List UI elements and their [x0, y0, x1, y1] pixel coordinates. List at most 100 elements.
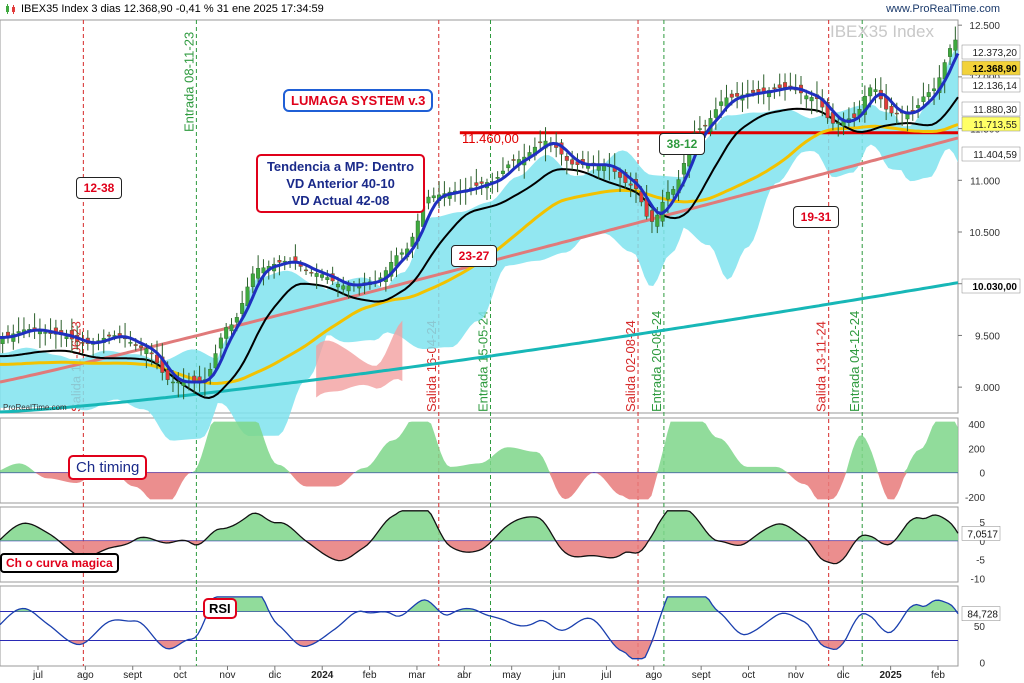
ch-timing-tick: 400: [968, 420, 985, 431]
price-tag-5: 11.404,59: [973, 150, 1017, 161]
ch-timing-label: Ch timing: [68, 455, 148, 480]
resistance-label: 11.460,00: [462, 131, 519, 146]
candle-body: [665, 191, 670, 200]
price-tick-label: 10.500: [969, 228, 1000, 239]
x-axis-label: sept: [123, 670, 142, 681]
candle-body: [873, 89, 878, 92]
price-tag-4: 11.713,55: [973, 120, 1017, 131]
candle-body: [894, 112, 899, 115]
candle-body: [426, 196, 431, 204]
candle-body: [719, 101, 724, 106]
candle-body: [256, 268, 261, 279]
signal-label-4: Salida 02-08-24: [623, 320, 638, 412]
rsi-last-value: 84,728: [967, 610, 998, 621]
panel-frame-3: [0, 585, 959, 667]
x-axis-label: 2025: [880, 670, 903, 681]
adaptive-ma-line: [0, 52, 960, 384]
candle-body: [479, 181, 484, 184]
ch-curva-tick: -10: [971, 574, 986, 585]
watermark: IBEX35 Index: [830, 22, 934, 41]
candle-body: [538, 141, 543, 144]
candle-body: [852, 113, 857, 118]
x-axis-label: may: [502, 670, 521, 681]
candle-body: [346, 285, 351, 292]
candle-body: [149, 352, 154, 355]
trend-line-3: VD Actual 42-08: [291, 193, 390, 208]
price-tick-label: 9.500: [975, 331, 1000, 342]
candle-body: [144, 348, 149, 354]
candle-body: [325, 277, 330, 280]
candle-body: [500, 170, 505, 174]
ch-timing-tick: 0: [979, 469, 985, 480]
signal-label-6: Salida 13-11-24: [814, 321, 829, 412]
ch-curva-tick: 5: [979, 518, 985, 529]
candle-body: [628, 183, 633, 186]
candle-body: [133, 344, 138, 346]
candle-body: [564, 156, 569, 161]
candle-body: [751, 89, 756, 93]
ma-teal-line: [0, 281, 959, 414]
x-axis-label: ago: [645, 670, 662, 681]
candle-body: [304, 269, 309, 272]
x-axis-label: nov: [219, 670, 235, 681]
candle-body: [43, 332, 48, 334]
brand-link[interactable]: www.ProRealTime.com: [886, 3, 1000, 15]
price-tick-label: 12.500: [969, 21, 1000, 32]
candle-body: [234, 317, 239, 323]
price-tick-label: 9.000: [975, 383, 1000, 394]
candle-body: [713, 109, 718, 118]
trend-line-1: Tendencia a MP: Dentro: [266, 159, 415, 174]
candle-body: [309, 272, 314, 274]
candle-body: [495, 177, 500, 179]
candle-body: [868, 87, 873, 97]
candle-body: [836, 122, 841, 124]
candle-body: [916, 105, 921, 108]
ch-curva-tick: 0: [979, 537, 985, 548]
price-tag-box-6: [961, 278, 1021, 294]
x-axis-label: jul: [600, 670, 611, 681]
candle-body: [474, 182, 479, 186]
ch-curva-last-box: [961, 526, 1001, 541]
ch-timing-tick: 200: [968, 444, 985, 455]
candle-body: [341, 285, 346, 290]
x-axis-label: mar: [408, 670, 426, 681]
panel-frame-0: [0, 19, 959, 414]
ch-curva-neg-area: [0, 540, 958, 564]
ch-curva-pos-area: [0, 510, 958, 541]
kijun-line: [0, 96, 959, 400]
candle-body: [777, 84, 782, 88]
candle-body: [948, 48, 953, 57]
candle-body: [511, 159, 516, 161]
footer-brand: ProRealTime.com: [3, 403, 67, 412]
ch-curva-line: [0, 510, 959, 565]
candle-body: [926, 92, 931, 98]
rsi-label: RSI: [203, 598, 237, 619]
price-tag-box-4: [961, 116, 1021, 132]
rsi-line: [0, 596, 959, 660]
price-tag-box-2: [961, 77, 1021, 93]
x-axis-label: oct: [173, 670, 187, 681]
candle-body: [703, 124, 708, 127]
chart-header: IBEX35 Index 3 dias 12.368,90 -0,41 % 31…: [0, 0, 1024, 18]
candle-body: [261, 267, 266, 274]
candle-body: [224, 327, 229, 339]
ichimoku-cloud: [0, 48, 958, 441]
x-axis-label: abr: [457, 670, 472, 681]
candle-body: [250, 273, 255, 287]
panel-frame-2: [0, 506, 959, 583]
candle-body: [953, 39, 958, 51]
candle-body: [282, 260, 287, 263]
candle-body: [399, 252, 404, 255]
signal-label-0: Entrada 08-11-23: [181, 32, 196, 132]
candle-body: [431, 195, 436, 199]
candle-body: [107, 334, 112, 337]
candle-body: [921, 96, 926, 102]
trend-info-box: Tendencia a MP: Dentro VD Anterior 40-10…: [256, 154, 425, 213]
candle-body: [240, 303, 245, 314]
price-tag-box-5: [961, 146, 1021, 162]
price-tag-box-3: [961, 101, 1021, 117]
ch-timing-pos-area: [0, 421, 958, 473]
candle-body: [229, 324, 234, 332]
x-axis-label: 2024: [311, 670, 334, 681]
candle-body: [671, 189, 676, 195]
